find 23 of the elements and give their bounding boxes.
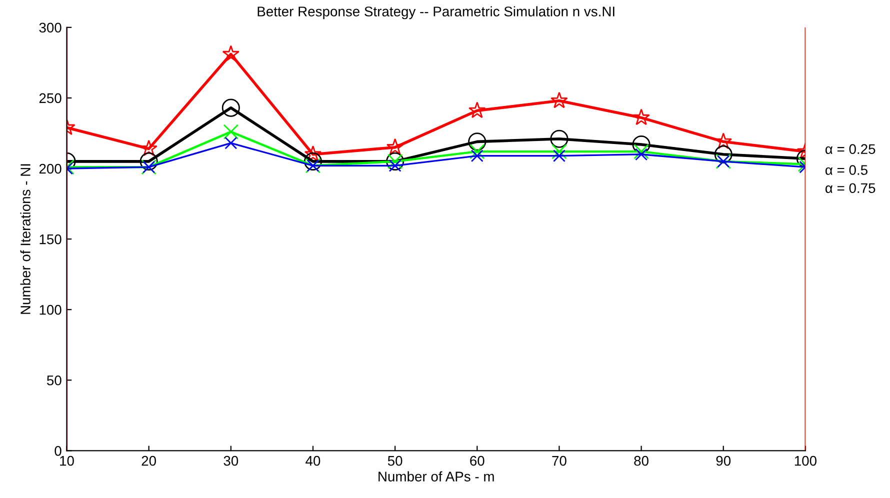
- y-tick-label: 100: [40, 304, 62, 315]
- x-tick-label: 70: [552, 456, 566, 466]
- x-axis-title: Number of APs - m: [378, 471, 494, 482]
- chart-title: Better Response Strategy -- Parametric Simulation n vs.NI: [258, 6, 614, 20]
- x-tick-label: 60: [470, 456, 484, 466]
- x-tick-label: 30: [224, 456, 238, 466]
- x-tick-label: 10: [60, 456, 74, 466]
- series-label: α = 0.75: [825, 183, 876, 194]
- x-tick-label: 50: [388, 456, 402, 466]
- y-tick-label: 0: [54, 446, 62, 456]
- y-tick-label: 300: [39, 22, 62, 33]
- series-label: α = 0.5: [825, 165, 868, 175]
- y-axis-title: Number of Iterations - NI: [20, 164, 30, 314]
- x-tick-label: 90: [716, 456, 731, 466]
- x-tick-label: 40: [306, 456, 320, 466]
- x-tick-label: 80: [634, 456, 648, 466]
- y-tick-label: 200: [39, 164, 62, 174]
- y-tick-label: 250: [39, 93, 62, 104]
- x-tick-label: 20: [142, 456, 156, 466]
- y-tick-label: 150: [40, 234, 62, 244]
- series-label: α = 0.25: [825, 144, 876, 154]
- y-tick-label: 50: [46, 375, 62, 386]
- x-tick-label: 100: [794, 456, 816, 466]
